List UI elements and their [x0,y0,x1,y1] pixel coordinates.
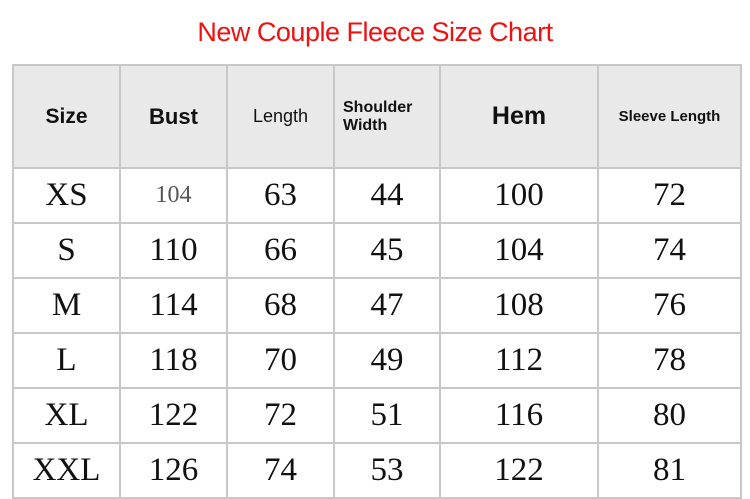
table-row: XL 122 72 51 116 80 [12,387,742,444]
cell-size: XS [12,167,121,224]
cell-hem: 116 [439,387,599,444]
cell-length: 74 [226,442,335,499]
header-bust: Bust [119,64,228,169]
header-shoulder-width: Shoulder Width [333,64,441,169]
cell-bust: 118 [119,332,228,389]
cell-hem: 112 [439,332,599,389]
cell-size: S [12,222,121,279]
cell-bust: 114 [119,277,228,334]
cell-shoulder-width: 45 [333,222,441,279]
cell-shoulder-width: 51 [333,387,441,444]
cell-sleeve-length: 78 [597,332,742,389]
cell-hem: 104 [439,222,599,279]
cell-sleeve-length: 72 [597,167,742,224]
cell-shoulder-width: 53 [333,442,441,499]
table-row: S 110 66 45 104 74 [12,222,742,279]
cell-size: XXL [12,442,121,499]
cell-sleeve-length: 76 [597,277,742,334]
cell-shoulder-width: 47 [333,277,441,334]
header-row: Size Bust Length Shoulder Width Hem Slee… [12,64,742,169]
cell-sleeve-length: 81 [597,442,742,499]
size-chart-table: Size Bust Length Shoulder Width Hem Slee… [12,64,742,499]
cell-length: 70 [226,332,335,389]
cell-hem: 122 [439,442,599,499]
cell-length: 63 [226,167,335,224]
cell-sleeve-length: 74 [597,222,742,279]
cell-length: 66 [226,222,335,279]
cell-sleeve-length: 80 [597,387,742,444]
cell-bust: 126 [119,442,228,499]
cell-bust: 104 [119,167,228,224]
cell-shoulder-width: 44 [333,167,441,224]
cell-size: XL [12,387,121,444]
table-row: L 118 70 49 112 78 [12,332,742,389]
cell-bust: 122 [119,387,228,444]
cell-hem: 108 [439,277,599,334]
cell-size: M [12,277,121,334]
cell-size: L [12,332,121,389]
page-title: New Couple Fleece Size Chart [197,17,553,47]
cell-length: 68 [226,277,335,334]
cell-shoulder-width: 49 [333,332,441,389]
cell-length: 72 [226,387,335,444]
table-row: XXL 126 74 53 122 81 [12,442,742,499]
header-size: Size [12,64,121,169]
header-length: Length [226,64,335,169]
header-hem: Hem [439,64,599,169]
cell-bust: 110 [119,222,228,279]
header-sleeve-length: Sleeve Length [597,64,742,169]
table-row: XS 104 63 44 100 72 [12,167,742,224]
cell-hem: 100 [439,167,599,224]
table-row: M 114 68 47 108 76 [12,277,742,334]
